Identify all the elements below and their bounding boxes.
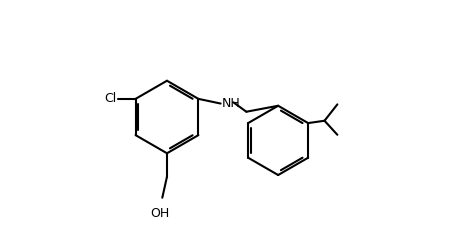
Text: OH: OH — [150, 207, 170, 220]
Text: Cl: Cl — [105, 92, 117, 105]
Text: NH: NH — [222, 97, 240, 110]
